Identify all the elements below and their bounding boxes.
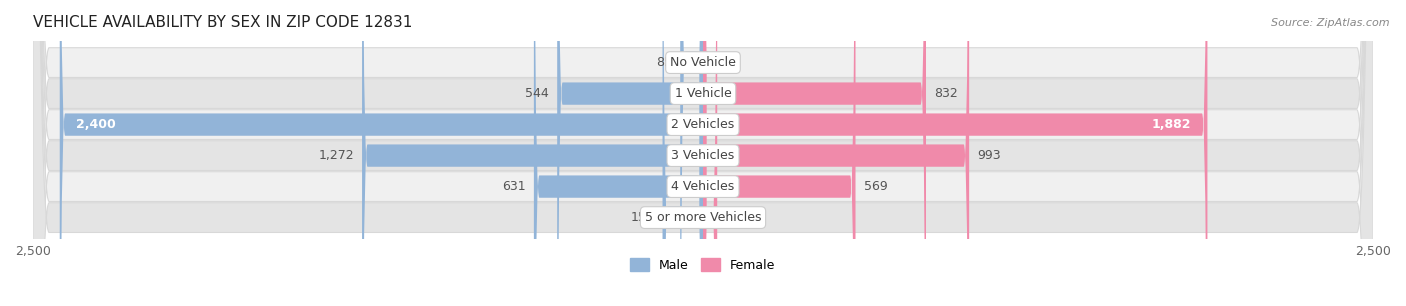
Text: 1,882: 1,882 xyxy=(1152,118,1191,131)
Text: 3 Vehicles: 3 Vehicles xyxy=(672,149,734,162)
FancyBboxPatch shape xyxy=(681,0,703,306)
Text: 569: 569 xyxy=(863,180,887,193)
Text: 5 or more Vehicles: 5 or more Vehicles xyxy=(645,211,761,224)
FancyBboxPatch shape xyxy=(59,0,703,306)
FancyBboxPatch shape xyxy=(703,0,969,306)
Text: 832: 832 xyxy=(934,87,957,100)
FancyBboxPatch shape xyxy=(703,0,717,306)
FancyBboxPatch shape xyxy=(534,0,703,306)
FancyBboxPatch shape xyxy=(32,0,1374,306)
Text: 631: 631 xyxy=(502,180,526,193)
Text: 544: 544 xyxy=(526,87,550,100)
FancyBboxPatch shape xyxy=(700,0,709,306)
FancyBboxPatch shape xyxy=(662,0,703,306)
FancyBboxPatch shape xyxy=(557,0,703,306)
FancyBboxPatch shape xyxy=(32,0,1374,306)
Text: 151: 151 xyxy=(631,211,654,224)
Text: 2 Vehicles: 2 Vehicles xyxy=(672,118,734,131)
Text: 1,272: 1,272 xyxy=(318,149,354,162)
FancyBboxPatch shape xyxy=(32,0,1374,306)
FancyBboxPatch shape xyxy=(703,0,927,306)
FancyBboxPatch shape xyxy=(363,0,703,306)
Text: 7: 7 xyxy=(713,56,721,69)
Text: Source: ZipAtlas.com: Source: ZipAtlas.com xyxy=(1271,18,1389,28)
FancyBboxPatch shape xyxy=(32,0,1374,306)
FancyBboxPatch shape xyxy=(32,0,1374,306)
FancyBboxPatch shape xyxy=(703,0,1208,306)
Legend: Male, Female: Male, Female xyxy=(626,253,780,277)
Text: 1 Vehicle: 1 Vehicle xyxy=(675,87,731,100)
Text: VEHICLE AVAILABILITY BY SEX IN ZIP CODE 12831: VEHICLE AVAILABILITY BY SEX IN ZIP CODE … xyxy=(32,15,412,30)
Text: 85: 85 xyxy=(657,56,672,69)
Text: 53: 53 xyxy=(725,211,741,224)
FancyBboxPatch shape xyxy=(32,0,1374,306)
Text: No Vehicle: No Vehicle xyxy=(671,56,735,69)
FancyBboxPatch shape xyxy=(703,0,855,306)
Text: 2,400: 2,400 xyxy=(76,118,115,131)
Text: 4 Vehicles: 4 Vehicles xyxy=(672,180,734,193)
Text: 993: 993 xyxy=(977,149,1001,162)
